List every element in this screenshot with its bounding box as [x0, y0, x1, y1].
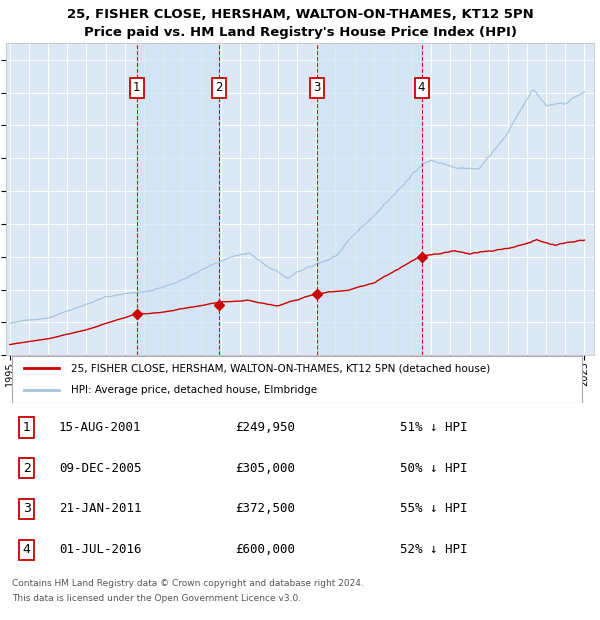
Text: 3: 3 — [23, 502, 31, 515]
Text: 1: 1 — [23, 421, 31, 434]
Text: 4: 4 — [23, 543, 31, 556]
Text: £600,000: £600,000 — [235, 543, 295, 556]
Text: 2: 2 — [215, 81, 223, 94]
Text: 55% ↓ HPI: 55% ↓ HPI — [400, 502, 467, 515]
FancyBboxPatch shape — [12, 356, 582, 402]
Text: 09-DEC-2005: 09-DEC-2005 — [59, 462, 142, 474]
Text: This data is licensed under the Open Government Licence v3.0.: This data is licensed under the Open Gov… — [12, 593, 301, 603]
Title: 25, FISHER CLOSE, HERSHAM, WALTON-ON-THAMES, KT12 5PN
Price paid vs. HM Land Reg: 25, FISHER CLOSE, HERSHAM, WALTON-ON-THA… — [67, 9, 533, 40]
Text: Contains HM Land Registry data © Crown copyright and database right 2024.: Contains HM Land Registry data © Crown c… — [12, 578, 364, 588]
Text: 4: 4 — [418, 81, 425, 94]
Text: 25, FISHER CLOSE, HERSHAM, WALTON-ON-THAMES, KT12 5PN (detached house): 25, FISHER CLOSE, HERSHAM, WALTON-ON-THA… — [71, 363, 490, 373]
Text: HPI: Average price, detached house, Elmbridge: HPI: Average price, detached house, Elmb… — [71, 386, 317, 396]
Text: 50% ↓ HPI: 50% ↓ HPI — [400, 462, 467, 474]
Bar — [317, 43, 422, 355]
Text: 21-JAN-2011: 21-JAN-2011 — [59, 502, 142, 515]
Text: £305,000: £305,000 — [235, 462, 295, 474]
Text: 2: 2 — [23, 462, 31, 474]
Text: 15-AUG-2001: 15-AUG-2001 — [59, 421, 142, 434]
Text: 1: 1 — [133, 81, 140, 94]
Text: 51% ↓ HPI: 51% ↓ HPI — [400, 421, 467, 434]
Text: 3: 3 — [314, 81, 321, 94]
Text: £372,500: £372,500 — [235, 502, 295, 515]
Text: 52% ↓ HPI: 52% ↓ HPI — [400, 543, 467, 556]
Text: 01-JUL-2016: 01-JUL-2016 — [59, 543, 142, 556]
Text: £249,950: £249,950 — [235, 421, 295, 434]
Bar — [137, 43, 220, 355]
